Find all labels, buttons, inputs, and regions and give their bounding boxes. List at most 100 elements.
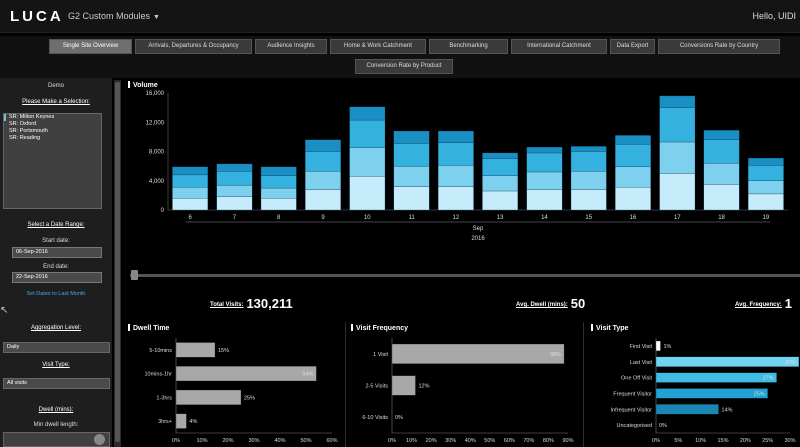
x-tick-label: 12 bbox=[453, 215, 460, 221]
user-greeting[interactable]: Hello, UIDI bbox=[752, 11, 796, 21]
volume-bar-segment bbox=[260, 198, 297, 211]
dwell-label: Dwell (mins): bbox=[38, 407, 74, 413]
tab-data-export[interactable]: Data Export bbox=[610, 39, 655, 54]
tab-arrivals-departures[interactable]: Arrivals, Departures & Occupancy bbox=[135, 39, 252, 54]
x-month-label: Sep bbox=[473, 226, 484, 232]
value-label: 88% bbox=[550, 352, 561, 358]
value-label: 25% bbox=[244, 395, 255, 401]
volume-bar-segment bbox=[747, 193, 784, 211]
chevron-down-icon: ▼ bbox=[153, 14, 160, 21]
volume-bar-segment bbox=[703, 163, 740, 185]
volume-bar-segment bbox=[747, 165, 784, 181]
x-tick-label: 40% bbox=[465, 438, 476, 444]
visit-type-label: Visit Type: bbox=[42, 362, 70, 368]
category-label: 5-10mins bbox=[149, 348, 172, 354]
value-label: 54% bbox=[302, 372, 313, 378]
avg-frequency-kpi: Avg. Frequency: 1 bbox=[735, 296, 792, 311]
x-tick-label: 60% bbox=[326, 438, 337, 444]
y-tick-label: 0 bbox=[161, 208, 165, 214]
site-item[interactable]: SR: Portsmouth bbox=[9, 128, 48, 134]
aggregation-select[interactable]: Daily bbox=[3, 342, 110, 353]
value-bar bbox=[655, 372, 777, 383]
volume-bar-segment bbox=[216, 171, 253, 186]
tab-conversions-rate-by-country[interactable]: Conversions Rate by Country bbox=[658, 39, 780, 54]
value-label: 15% bbox=[218, 348, 229, 354]
x-tick-label: 70% bbox=[523, 438, 534, 444]
category-label: Infrequent Visitor bbox=[611, 407, 653, 413]
value-bar bbox=[391, 375, 416, 396]
volume-bar-segment bbox=[659, 141, 696, 174]
luca-logo[interactable]: LUCA bbox=[10, 8, 64, 25]
date-slider-handle[interactable] bbox=[131, 270, 138, 280]
value-bar bbox=[175, 389, 242, 405]
volume-bar-segment bbox=[393, 130, 430, 144]
x-tick-label: 19 bbox=[763, 215, 770, 221]
visit-frequency-title: Visit Frequency bbox=[351, 324, 408, 332]
site-item[interactable]: SR: Milton Keynes bbox=[4, 114, 101, 121]
x-tick-label: 80% bbox=[543, 438, 554, 444]
value-bar bbox=[655, 356, 800, 367]
x-tick-label: 90% bbox=[562, 438, 573, 444]
volume-bar-segment bbox=[349, 119, 386, 148]
value-bar bbox=[391, 343, 565, 364]
volume-bar-segment bbox=[570, 146, 607, 152]
x-tick-label: 15 bbox=[585, 215, 592, 221]
volume-bar-segment bbox=[216, 196, 253, 211]
volume-bar-segment bbox=[659, 107, 696, 143]
module-menu-label: G2 Custom Modules bbox=[68, 11, 151, 21]
date-range-heading: Select a Date Range: bbox=[27, 222, 85, 228]
tab-bar: Single Site Overview Arrivals, Departure… bbox=[0, 36, 800, 78]
y-tick-label: 8,000 bbox=[149, 150, 165, 156]
volume-bar-segment bbox=[260, 187, 297, 199]
start-date-input[interactable]: 06-Sep-2016 bbox=[12, 247, 102, 258]
dwell-time-chart: 5-10mins 15% 10mins-1hr 54% 1-3hrs 25% 3hrs+ 4%… bbox=[144, 338, 338, 444]
volume-bar-segment bbox=[393, 165, 430, 187]
volume-bar-segment bbox=[172, 174, 209, 188]
module-menu[interactable]: G2 Custom Modules ▼ bbox=[68, 11, 160, 21]
x-tick-label: 50% bbox=[300, 438, 311, 444]
x-tick-label: 9 bbox=[321, 215, 325, 221]
sidebar-scrollbar[interactable] bbox=[114, 80, 121, 447]
value-bar bbox=[655, 404, 719, 415]
set-dates-last-month-link[interactable]: Set Dates to Last Month bbox=[26, 291, 86, 297]
tab-home-work-catchment[interactable]: Home & Work Catchment bbox=[330, 39, 426, 54]
selection-heading: Please Make a Selection: bbox=[22, 99, 90, 105]
x-year-label: 2016 bbox=[471, 236, 485, 242]
scrollbar-thumb[interactable] bbox=[115, 82, 120, 442]
volume-bar-segment bbox=[305, 189, 341, 211]
min-dwell-slider[interactable] bbox=[3, 432, 110, 447]
volume-bar-segment bbox=[615, 144, 651, 168]
site-item[interactable]: SR: Oxford bbox=[9, 121, 37, 127]
volume-bar-segment bbox=[172, 166, 209, 176]
y-tick-label: 4,000 bbox=[149, 179, 165, 185]
volume-bar-segment bbox=[482, 175, 519, 192]
volume-bar-segment bbox=[260, 166, 297, 176]
x-tick-label: 16 bbox=[630, 215, 637, 221]
visit-type-select[interactable]: All visits bbox=[3, 378, 110, 389]
tab-conversion-rate-by-product[interactable]: Conversion Rate by Product bbox=[355, 59, 453, 74]
date-slider-track[interactable] bbox=[130, 274, 800, 277]
avg-dwell-value: 50 bbox=[570, 296, 586, 311]
site-list[interactable]: SR: Milton Keynes SR: Oxford SR: Portsmo… bbox=[3, 113, 102, 209]
x-tick-label: 30% bbox=[445, 438, 456, 444]
x-tick-label: 60% bbox=[504, 438, 515, 444]
volume-bar-segment bbox=[570, 151, 607, 172]
site-item[interactable]: SR: Reading bbox=[9, 135, 41, 141]
x-tick-label: 20% bbox=[426, 438, 437, 444]
tab-international-catchment[interactable]: International Catchment bbox=[511, 39, 607, 54]
demo-label: Demo bbox=[47, 83, 64, 89]
volume-bar-segment bbox=[437, 186, 474, 211]
value-bar bbox=[655, 388, 768, 399]
visit-type-title: Visit Type bbox=[591, 324, 628, 332]
min-dwell-label: Min dwell length: bbox=[33, 422, 79, 428]
dwell-time-title: Dwell Time bbox=[128, 324, 169, 332]
volume-bar-segment bbox=[703, 139, 740, 164]
slider-knob[interactable] bbox=[94, 434, 105, 445]
y-tick-label: 16,000 bbox=[146, 91, 165, 97]
tab-audience-insights[interactable]: Audience Insights bbox=[255, 39, 327, 54]
x-tick-label: 15% bbox=[717, 438, 728, 444]
x-tick-label: 10% bbox=[406, 438, 417, 444]
tab-benchmarking[interactable]: Benchmarking bbox=[429, 39, 508, 54]
end-date-input[interactable]: 22-Sep-2016 bbox=[12, 272, 102, 283]
tab-single-site-overview[interactable]: Single Site Overview bbox=[49, 39, 132, 54]
